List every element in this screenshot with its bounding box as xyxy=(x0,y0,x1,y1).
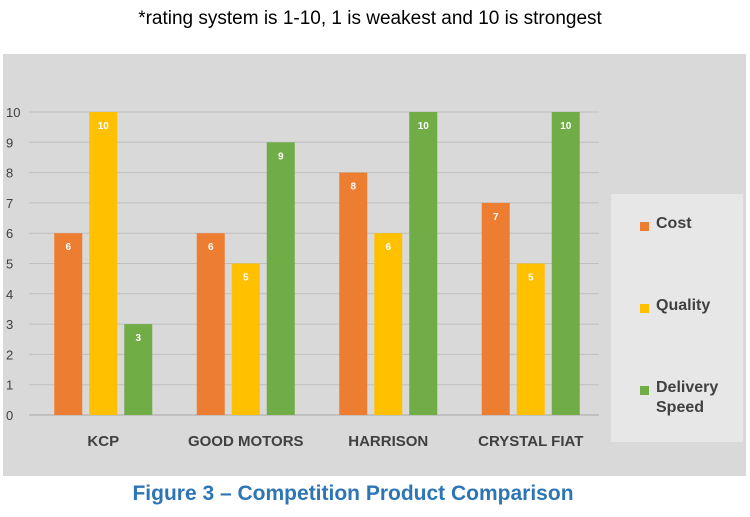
bar xyxy=(374,233,403,415)
data-label: 9 xyxy=(278,151,284,162)
y-tick-label: 10 xyxy=(6,105,20,120)
y-tick-label: 2 xyxy=(6,347,13,362)
y-tick-label: 3 xyxy=(6,317,13,332)
data-label: 10 xyxy=(98,121,110,132)
data-label: 6 xyxy=(208,242,214,253)
bar xyxy=(409,112,438,415)
bar xyxy=(231,263,260,415)
legend-item-quality: Quality xyxy=(611,296,743,316)
y-tick-label: 5 xyxy=(6,257,13,272)
bar-chart: 0 1 2 3 4 5 6 7 8 9 10 6 10 3 KCP 6 5 9 GOOD MOTORS 8 6 10 HAR… xyxy=(6,105,599,450)
legend-label-delivery-speed: Delivery Speed xyxy=(656,378,726,418)
legend-label-delivery-speed-line-2: Speed xyxy=(656,399,705,416)
legend-label-cost: Cost xyxy=(656,215,692,232)
y-tick-label: 9 xyxy=(6,135,13,150)
y-tick-label: 8 xyxy=(6,166,13,181)
bar xyxy=(516,263,545,415)
legend-swatch-cost xyxy=(640,222,649,231)
y-tick-label: 7 xyxy=(6,196,13,211)
figure-caption: Figure 3 – Competition Product Compariso… xyxy=(132,482,574,505)
x-category-label: GOOD MOTORS xyxy=(188,433,304,450)
data-label: 8 xyxy=(350,182,356,193)
data-label: 10 xyxy=(418,121,430,132)
x-category-label: HARRISON xyxy=(348,433,428,450)
data-label: 3 xyxy=(135,333,141,344)
bar xyxy=(551,112,580,415)
bar xyxy=(124,324,153,415)
y-tick-label: 4 xyxy=(6,287,13,302)
x-category-label: CRYSTAL FIAT xyxy=(478,433,583,450)
rating-note: *rating system is 1-10, 1 is weakest and… xyxy=(138,8,602,29)
chart-area: 0 1 2 3 4 5 6 7 8 9 10 6 10 3 KCP 6 5 9 GOOD MOTORS 8 6 10 HAR… xyxy=(3,54,746,476)
data-label: 10 xyxy=(560,121,572,132)
chart-legend: Cost Quality Delivery Speed xyxy=(611,194,743,442)
bar xyxy=(89,112,118,415)
legend-swatch-quality xyxy=(640,304,649,313)
y-tick-label: 6 xyxy=(6,226,13,241)
legend-swatch-delivery-speed xyxy=(640,386,649,395)
data-label: 6 xyxy=(65,242,71,253)
data-label: 5 xyxy=(528,273,534,284)
data-label: 5 xyxy=(243,273,249,284)
bar xyxy=(54,233,83,415)
data-label: 7 xyxy=(493,212,499,223)
data-label: 6 xyxy=(385,242,391,253)
legend-label-delivery-speed-line-1: Delivery xyxy=(656,379,719,396)
legend-label-quality: Quality xyxy=(656,297,711,314)
y-tick-label: 0 xyxy=(6,408,13,423)
bar xyxy=(339,172,368,415)
x-category-label: KCP xyxy=(87,433,119,450)
bar xyxy=(266,142,295,416)
legend-item-delivery-speed: Delivery Speed xyxy=(611,378,743,418)
bar xyxy=(481,202,510,415)
bar xyxy=(196,233,225,415)
y-tick-label: 1 xyxy=(6,378,13,393)
legend-item-cost: Cost xyxy=(611,214,743,234)
